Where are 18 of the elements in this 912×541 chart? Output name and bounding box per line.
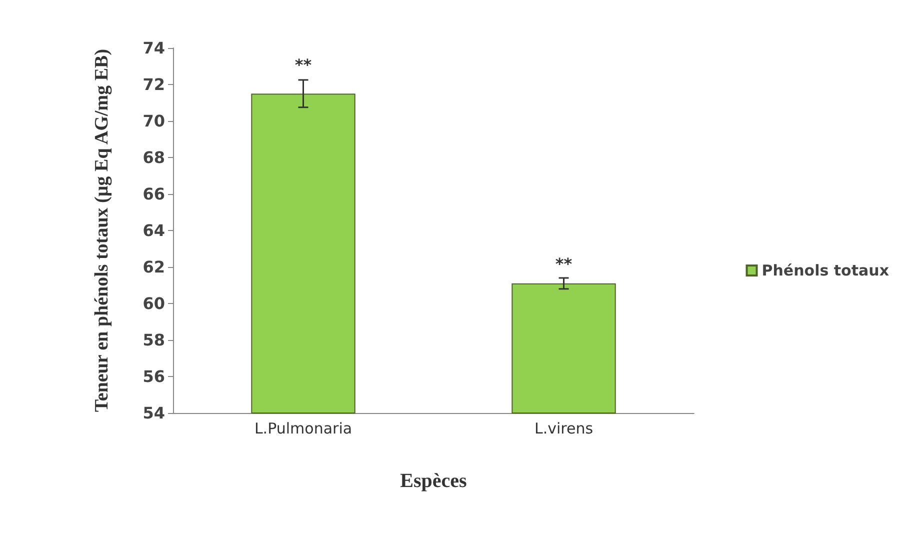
y-tick-label: 70 <box>142 112 165 130</box>
x-tick-label: L.Pulmonaria <box>254 420 352 438</box>
annotation: ** <box>294 56 312 75</box>
legend-label: Phénols totaux <box>762 262 890 280</box>
y-tick-label: 74 <box>142 38 165 58</box>
annotation: ** <box>555 254 573 274</box>
y-tick-label: 68 <box>142 148 165 167</box>
x-tick-label: L.virens <box>534 420 594 438</box>
y-tick-label: 62 <box>142 258 165 276</box>
y-tick-label: 56 <box>142 367 165 386</box>
y-tick-label: 72 <box>142 75 165 94</box>
y-tick-label: 58 <box>142 330 165 350</box>
y-axis-title: Teneur en phénols totaux (µg Eq AG/mg EB) <box>92 48 112 412</box>
x-axis-title: Espèces <box>400 470 468 492</box>
y-tick-label: 66 <box>142 184 165 204</box>
y-tick-label: 64 <box>142 221 165 240</box>
y-tick-label: 60 <box>142 294 165 313</box>
y-tick-label: 54 <box>142 404 165 422</box>
